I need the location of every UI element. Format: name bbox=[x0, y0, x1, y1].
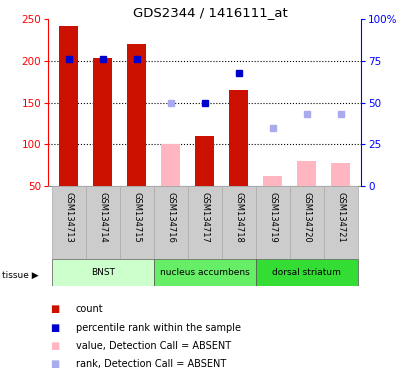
Bar bbox=[154, 259, 256, 286]
Text: nucleus accumbens: nucleus accumbens bbox=[160, 268, 249, 277]
Text: GSM134715: GSM134715 bbox=[132, 192, 141, 243]
Text: count: count bbox=[76, 304, 103, 314]
Bar bbox=[52, 259, 154, 286]
Bar bbox=[195, 136, 214, 186]
Text: value, Detection Call = ABSENT: value, Detection Call = ABSENT bbox=[76, 341, 231, 351]
Bar bbox=[93, 58, 112, 186]
Text: GSM134717: GSM134717 bbox=[200, 192, 209, 243]
Text: GSM134720: GSM134720 bbox=[302, 192, 311, 243]
Bar bbox=[127, 44, 146, 186]
Text: GSM134721: GSM134721 bbox=[336, 192, 345, 243]
Text: ■: ■ bbox=[50, 359, 60, 369]
Bar bbox=[256, 186, 290, 259]
Bar bbox=[263, 176, 282, 186]
Bar bbox=[290, 186, 324, 259]
Text: rank, Detection Call = ABSENT: rank, Detection Call = ABSENT bbox=[76, 359, 226, 369]
Text: ■: ■ bbox=[50, 323, 60, 333]
Text: dorsal striatum: dorsal striatum bbox=[272, 268, 341, 277]
Bar bbox=[52, 186, 86, 259]
Bar bbox=[161, 144, 180, 186]
Bar bbox=[154, 186, 188, 259]
Text: GSM134716: GSM134716 bbox=[166, 192, 175, 243]
Text: GSM134718: GSM134718 bbox=[234, 192, 243, 243]
Bar bbox=[86, 186, 120, 259]
Bar bbox=[59, 26, 78, 186]
Bar bbox=[256, 259, 358, 286]
Bar bbox=[324, 186, 358, 259]
Text: GSM134714: GSM134714 bbox=[98, 192, 107, 243]
Bar bbox=[331, 163, 350, 186]
Text: BNST: BNST bbox=[91, 268, 115, 277]
Text: GSM134713: GSM134713 bbox=[64, 192, 73, 243]
Text: GDS2344 / 1416111_at: GDS2344 / 1416111_at bbox=[133, 6, 287, 19]
Text: ■: ■ bbox=[50, 341, 60, 351]
Text: tissue ▶: tissue ▶ bbox=[2, 271, 39, 280]
Text: ■: ■ bbox=[50, 304, 60, 314]
Text: GSM134719: GSM134719 bbox=[268, 192, 277, 243]
Bar bbox=[188, 186, 222, 259]
Bar bbox=[222, 186, 256, 259]
Bar bbox=[120, 186, 154, 259]
Bar bbox=[297, 161, 316, 186]
Bar bbox=[229, 90, 248, 186]
Text: percentile rank within the sample: percentile rank within the sample bbox=[76, 323, 241, 333]
